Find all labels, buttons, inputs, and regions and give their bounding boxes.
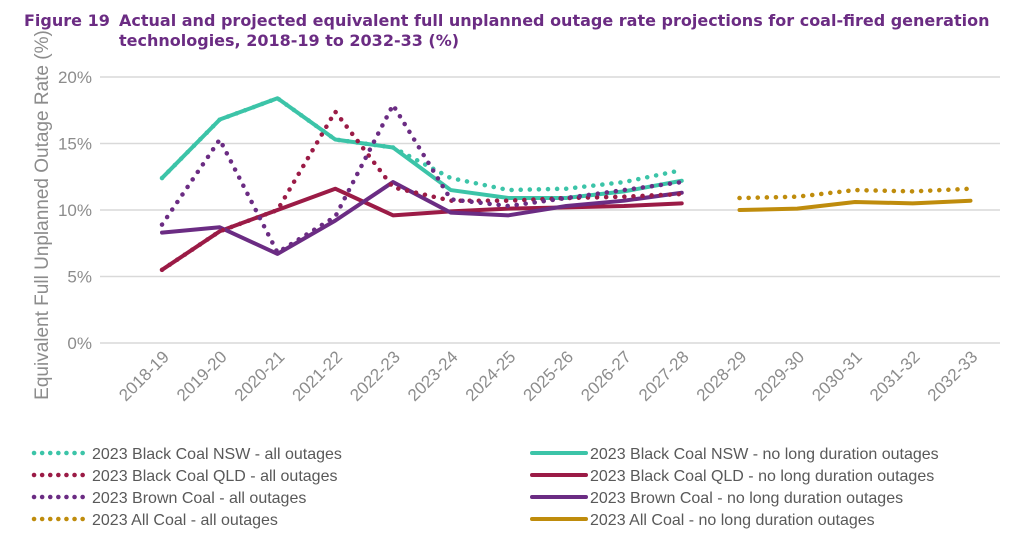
y-axis-label: Equivalent Full Unplanned Outage Rate (%… — [32, 30, 53, 400]
legend-label: 2023 All Coal - no long duration outages — [590, 512, 875, 529]
x-tick-label: 2020-21 — [231, 347, 289, 405]
x-tick-label: 2027-28 — [635, 347, 693, 405]
series-line — [160, 180, 684, 256]
series-line — [159, 109, 684, 273]
x-tick-label: 2024-25 — [462, 347, 520, 405]
x-tick-label: 2018-19 — [115, 347, 173, 405]
series-line — [159, 102, 684, 255]
x-tick-label: 2019-20 — [173, 347, 231, 405]
legend-label: 2023 All Coal - all outages — [92, 512, 278, 529]
legend-label: 2023 Brown Coal - all outages — [92, 490, 306, 507]
x-tick-label: 2030-31 — [808, 347, 866, 405]
figure-number: Figure 19 — [24, 11, 110, 30]
legend-label: 2023 Black Coal QLD - no long duration o… — [590, 468, 934, 485]
x-tick-label: 2028-29 — [693, 347, 751, 405]
figure-title: Figure 19 Actual and projected equivalen… — [24, 11, 999, 51]
y-tick-label: 5% — [67, 268, 92, 287]
y-tick-label: 20% — [58, 68, 92, 87]
x-tick-label: 2022-23 — [346, 347, 404, 405]
series-line — [737, 198, 973, 212]
x-tick-label: 2026-27 — [577, 347, 635, 405]
legend-label: 2023 Black Coal NSW - no long duration o… — [590, 446, 939, 463]
x-tick-label: 2021-22 — [289, 347, 347, 405]
legend-label: 2023 Black Coal NSW - all outages — [92, 446, 342, 463]
legend-label: 2023 Black Coal QLD - all outages — [92, 468, 337, 485]
x-tick-label: 2032-33 — [924, 347, 982, 405]
y-tick-label: 15% — [58, 135, 92, 154]
y-tick-label: 0% — [67, 334, 92, 353]
y-tick-label: 10% — [58, 201, 92, 220]
series-line — [737, 186, 973, 201]
x-tick-label: 2025-26 — [520, 347, 578, 405]
figure-title-text: Actual and projected equivalent full unp… — [119, 11, 990, 50]
x-tick-label: 2023-24 — [404, 347, 462, 405]
series-line — [160, 96, 684, 201]
x-tick-label: 2029-30 — [751, 347, 809, 405]
x-tick-label: 2031-32 — [866, 347, 924, 405]
series-line — [159, 96, 684, 193]
legend-label: 2023 Brown Coal - no long duration outag… — [590, 490, 903, 507]
